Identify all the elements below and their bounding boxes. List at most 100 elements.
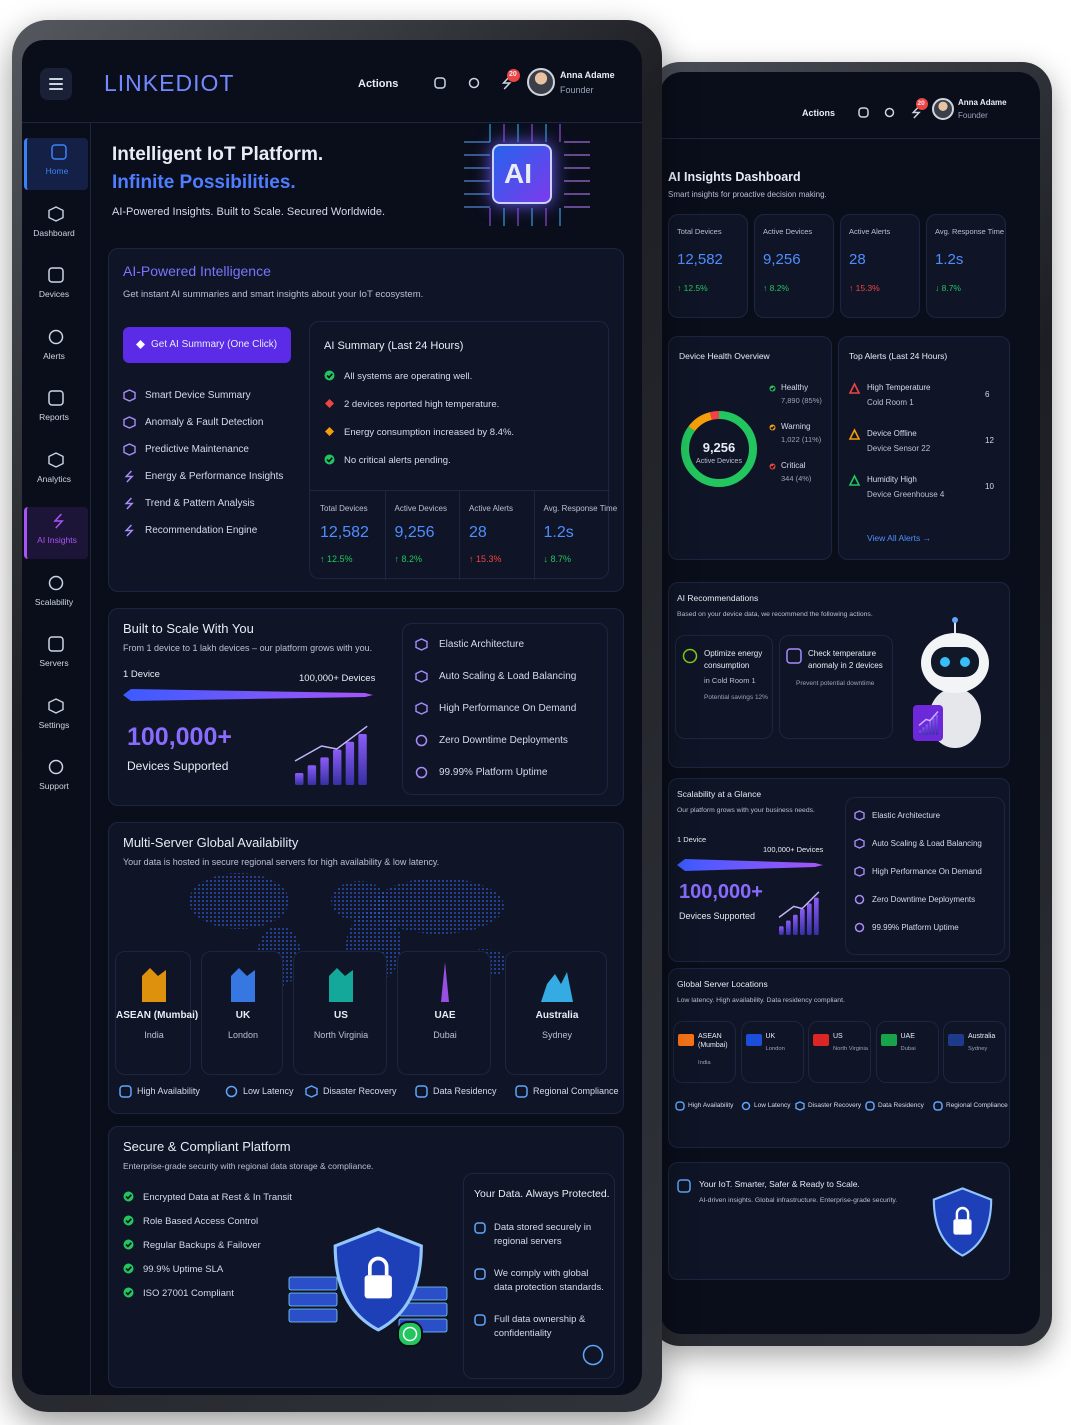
- icon-bolt: [911, 106, 921, 119]
- alert-name: Humidity High: [867, 475, 917, 484]
- icon-ring: [741, 1101, 751, 1111]
- icon: [123, 389, 136, 402]
- icon: [501, 76, 512, 90]
- sidebar-item[interactable]: AI Insights: [24, 507, 88, 559]
- icon: [515, 1085, 528, 1098]
- stat-change: ↑ 12.5%: [677, 283, 708, 293]
- icon-triangle: [848, 474, 861, 486]
- ai-summary-button[interactable]: Get AI Summary (One Click): [123, 327, 291, 363]
- icon-bolt: [124, 497, 134, 510]
- location-place: Sydney: [541, 1030, 573, 1040]
- feature-tag: Low Latency: [243, 1086, 294, 1096]
- legend-value: 7,890 (85%): [781, 396, 822, 405]
- feature-tag: High Availability: [688, 1102, 734, 1109]
- growth-bar: [793, 914, 798, 935]
- user-role: Founder: [958, 111, 988, 120]
- growth-bar: [320, 757, 329, 785]
- menu-line: [49, 78, 63, 80]
- sidebar-item[interactable]: Reports: [24, 384, 88, 436]
- icon: [124, 524, 134, 537]
- icon: [854, 838, 865, 849]
- notification-badge: 20: [507, 69, 520, 82]
- sidebar-item[interactable]: Dashboard: [24, 200, 88, 252]
- sidebar-label: Analytics: [36, 473, 71, 484]
- icon-ring: [854, 922, 865, 933]
- actions-menu[interactable]: Actions: [802, 108, 836, 118]
- icon: [415, 670, 428, 683]
- icon: [848, 474, 861, 486]
- stat-label: Total Devices: [677, 227, 722, 236]
- icon-square: [515, 1085, 528, 1098]
- sidebar-label: Dashboard: [33, 227, 75, 238]
- icon-ring: [854, 894, 865, 905]
- icon: [305, 1085, 318, 1098]
- feature-tag: Disaster Recovery: [323, 1086, 397, 1096]
- icon-square: [415, 1085, 428, 1098]
- stat-value: 12,582: [677, 251, 723, 268]
- sidebar-item[interactable]: Support: [24, 753, 88, 805]
- feature-tag: Data Residency: [433, 1086, 497, 1096]
- sidebar-item[interactable]: Analytics: [24, 446, 88, 498]
- icon-tick: [125, 1266, 132, 1272]
- icon: [858, 107, 869, 118]
- growth-bar: [919, 730, 922, 735]
- icon-hex: [123, 389, 136, 402]
- icon: [854, 922, 865, 933]
- servers-card: Global Server Locations Low latency. High…: [668, 968, 1010, 1148]
- range-end: 100,000+ Devices: [299, 673, 376, 684]
- robot-eye: [960, 657, 970, 667]
- feature: Anomaly & Fault Detection: [145, 417, 264, 428]
- stat-value: 12,582: [320, 524, 369, 541]
- legend-value: 1,022 (11%): [781, 435, 822, 444]
- server-rack: [288, 1292, 338, 1307]
- icon: [474, 1314, 486, 1326]
- growth-bar: [358, 734, 367, 785]
- sidebar-item[interactable]: Alerts: [24, 323, 88, 375]
- location-card: Australia Sydney: [943, 1021, 1006, 1083]
- location-name: ASEAN (Mumbai): [698, 1033, 728, 1049]
- growth-bar: [800, 909, 805, 935]
- icon: [53, 513, 64, 529]
- alert-device: Device Sensor 22: [867, 444, 931, 453]
- feature-tag: Data Residency: [878, 1102, 924, 1109]
- stat-value: 28: [849, 251, 866, 268]
- legend-name: Warning: [781, 422, 811, 431]
- card-subtitle: Based on your device data, we recommend …: [677, 611, 873, 618]
- icon: [741, 1101, 751, 1111]
- icon-bolt: [501, 76, 512, 90]
- sidebar-item[interactable]: Devices: [24, 261, 88, 313]
- growth-bar: [345, 741, 355, 785]
- icon: [123, 416, 136, 429]
- icon-diamond: [136, 340, 145, 349]
- menu-button[interactable]: [40, 68, 72, 100]
- stat-label: Avg. Response Time: [543, 504, 618, 513]
- sidebar-item[interactable]: Home: [24, 138, 88, 190]
- icon-hex: [305, 1085, 318, 1098]
- lock-shackle: [368, 1256, 389, 1276]
- icon-bolt: [124, 470, 134, 483]
- alert-device: Device Greenhouse 4: [867, 490, 945, 499]
- sidebar-item[interactable]: Settings: [24, 692, 88, 744]
- shield-illustration: [333, 1227, 423, 1332]
- icon: [415, 638, 428, 651]
- summary-box: AI Summary (Last 24 Hours) All systems ar…: [309, 321, 617, 580]
- location-card: UAE Dubai: [397, 951, 491, 1075]
- sidebar-item[interactable]: Scalability: [24, 569, 88, 621]
- page-title: AI Insights Dashboard: [668, 170, 801, 184]
- icon-tick: [326, 373, 333, 379]
- legend-name: Critical: [781, 461, 806, 470]
- feature: Auto Scaling & Load Balancing: [872, 839, 982, 848]
- location-name: US: [334, 1010, 348, 1021]
- location-place: Sydney: [968, 1046, 988, 1052]
- icon: [854, 894, 865, 905]
- sidebar-item[interactable]: Servers: [24, 630, 88, 682]
- alert-count: 12: [985, 436, 994, 445]
- location-name: UK: [765, 1033, 776, 1040]
- actions-menu[interactable]: Actions: [358, 78, 399, 90]
- icon: [415, 734, 428, 747]
- view-all-link[interactable]: View All Alerts →: [867, 533, 932, 543]
- range-arrow: [123, 689, 373, 701]
- icon: [933, 1101, 943, 1111]
- alert-count: 10: [985, 482, 994, 491]
- robot-antenna-tip: [952, 617, 958, 623]
